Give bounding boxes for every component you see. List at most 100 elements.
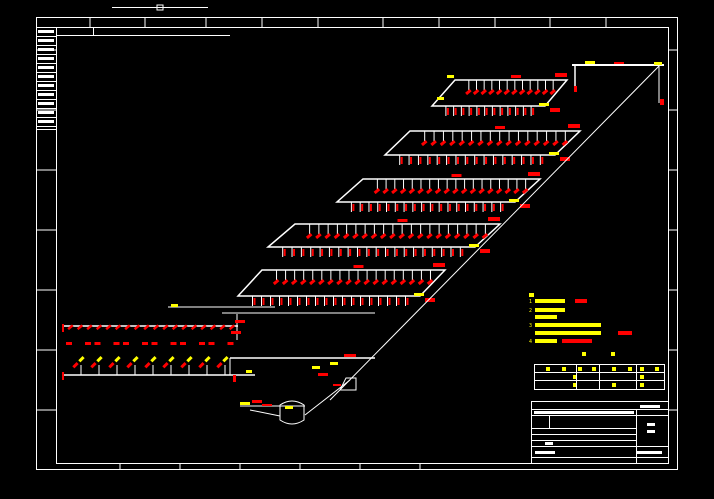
fixture-mark <box>511 88 518 96</box>
pipe-label <box>509 199 519 202</box>
fixture-mark <box>150 356 157 363</box>
fixture-mark <box>378 204 381 211</box>
notes-heading-mark <box>529 293 534 297</box>
fixture-mark <box>504 187 512 195</box>
pipe-label <box>318 373 328 376</box>
fixture-mark <box>293 249 296 256</box>
fixture-mark <box>66 342 72 345</box>
pipe-label <box>495 126 505 129</box>
fixture-mark <box>361 232 368 240</box>
pipe-label <box>660 99 664 105</box>
fixture-mark <box>200 324 207 331</box>
fixture-mark <box>526 88 533 96</box>
fixture-mark <box>475 157 478 164</box>
fixture-mark <box>133 324 141 331</box>
legend-symbol <box>546 367 550 371</box>
fixture-mark <box>334 298 337 305</box>
pipe-label <box>425 298 435 302</box>
fixture-mark <box>352 204 355 211</box>
fixture-mark <box>457 204 460 211</box>
fixture-mark <box>534 88 541 96</box>
title-block-text <box>535 451 555 454</box>
drawing-frame <box>36 4 678 470</box>
fixture-mark <box>438 157 441 164</box>
fixture-mark <box>428 157 431 164</box>
fixture-mark <box>408 278 416 286</box>
fixture-mark <box>327 278 334 286</box>
legend-symbol <box>573 383 577 387</box>
fixture-mark <box>446 108 449 115</box>
pipe-label <box>560 157 570 161</box>
inner-border <box>56 27 669 464</box>
note-number: 2 <box>529 308 532 314</box>
fixture-mark <box>440 204 443 211</box>
fixture-mark <box>542 139 550 147</box>
revision-row-text <box>38 30 54 33</box>
ground-fixtures <box>62 304 356 409</box>
pipe-label <box>252 400 262 403</box>
legend-symbol <box>592 367 596 371</box>
fixture-mark <box>405 249 408 256</box>
fixture-mark <box>503 88 510 96</box>
fixture-mark <box>505 139 512 147</box>
fixture-mark <box>485 108 488 115</box>
title-block-text <box>534 411 634 414</box>
revision-row-text <box>38 48 54 51</box>
note-text <box>535 299 565 303</box>
fixture-mark <box>561 139 569 147</box>
fixture-mark <box>514 139 522 147</box>
pipe-label <box>585 61 595 64</box>
fixture-mark <box>126 362 133 369</box>
fixture-mark <box>407 232 415 240</box>
fixture-mark <box>85 342 91 345</box>
fixture-mark <box>227 342 234 345</box>
fixture-mark <box>408 187 416 195</box>
fixture-mark <box>272 278 280 286</box>
fixture-mark <box>501 204 504 211</box>
pipe-label <box>555 73 567 77</box>
pipe-label <box>240 402 250 405</box>
fixture-mark <box>451 249 454 256</box>
fixture-mark <box>430 139 437 147</box>
fixture-mark <box>495 88 503 96</box>
fixture-mark <box>108 362 115 369</box>
pipe-label <box>437 97 444 100</box>
fixture-mark <box>372 278 379 286</box>
fixture-mark <box>503 157 506 164</box>
legend-title-mark <box>611 352 615 356</box>
fixture-mark <box>370 232 378 240</box>
fixture-mark <box>419 157 422 164</box>
fixture-mark <box>171 324 179 331</box>
fixture-mark <box>452 187 459 195</box>
floor-loop-pipe <box>236 269 447 297</box>
fixture-mark <box>522 157 525 164</box>
fixture-mark <box>162 362 169 369</box>
fixture-mark <box>114 324 122 331</box>
fixture-mark <box>352 232 359 240</box>
fixture-mark <box>541 157 544 164</box>
title-block-text <box>545 442 553 445</box>
pipe-label <box>447 75 454 78</box>
fixture-mark <box>271 298 274 305</box>
note-text <box>535 315 557 319</box>
pipe-label <box>344 354 356 357</box>
pipe-label <box>488 217 500 221</box>
fixture-mark <box>76 324 84 331</box>
fixture-mark <box>199 342 205 345</box>
fixture-mark <box>311 249 314 256</box>
fixture-mark <box>315 232 322 240</box>
fixture-mark <box>449 139 456 147</box>
fixture-mark <box>487 187 494 195</box>
fixture-mark <box>180 362 187 369</box>
fixture-mark <box>379 232 387 240</box>
pipe-label <box>333 384 341 386</box>
fixture-mark <box>475 204 478 211</box>
fixture-mark <box>423 249 426 256</box>
fixture-mark <box>458 139 466 147</box>
fixture-mark <box>94 342 101 345</box>
pipe-label <box>550 108 560 112</box>
pipe-label <box>654 62 662 65</box>
fixture-mark <box>381 278 389 286</box>
fixture-mark <box>447 157 450 164</box>
